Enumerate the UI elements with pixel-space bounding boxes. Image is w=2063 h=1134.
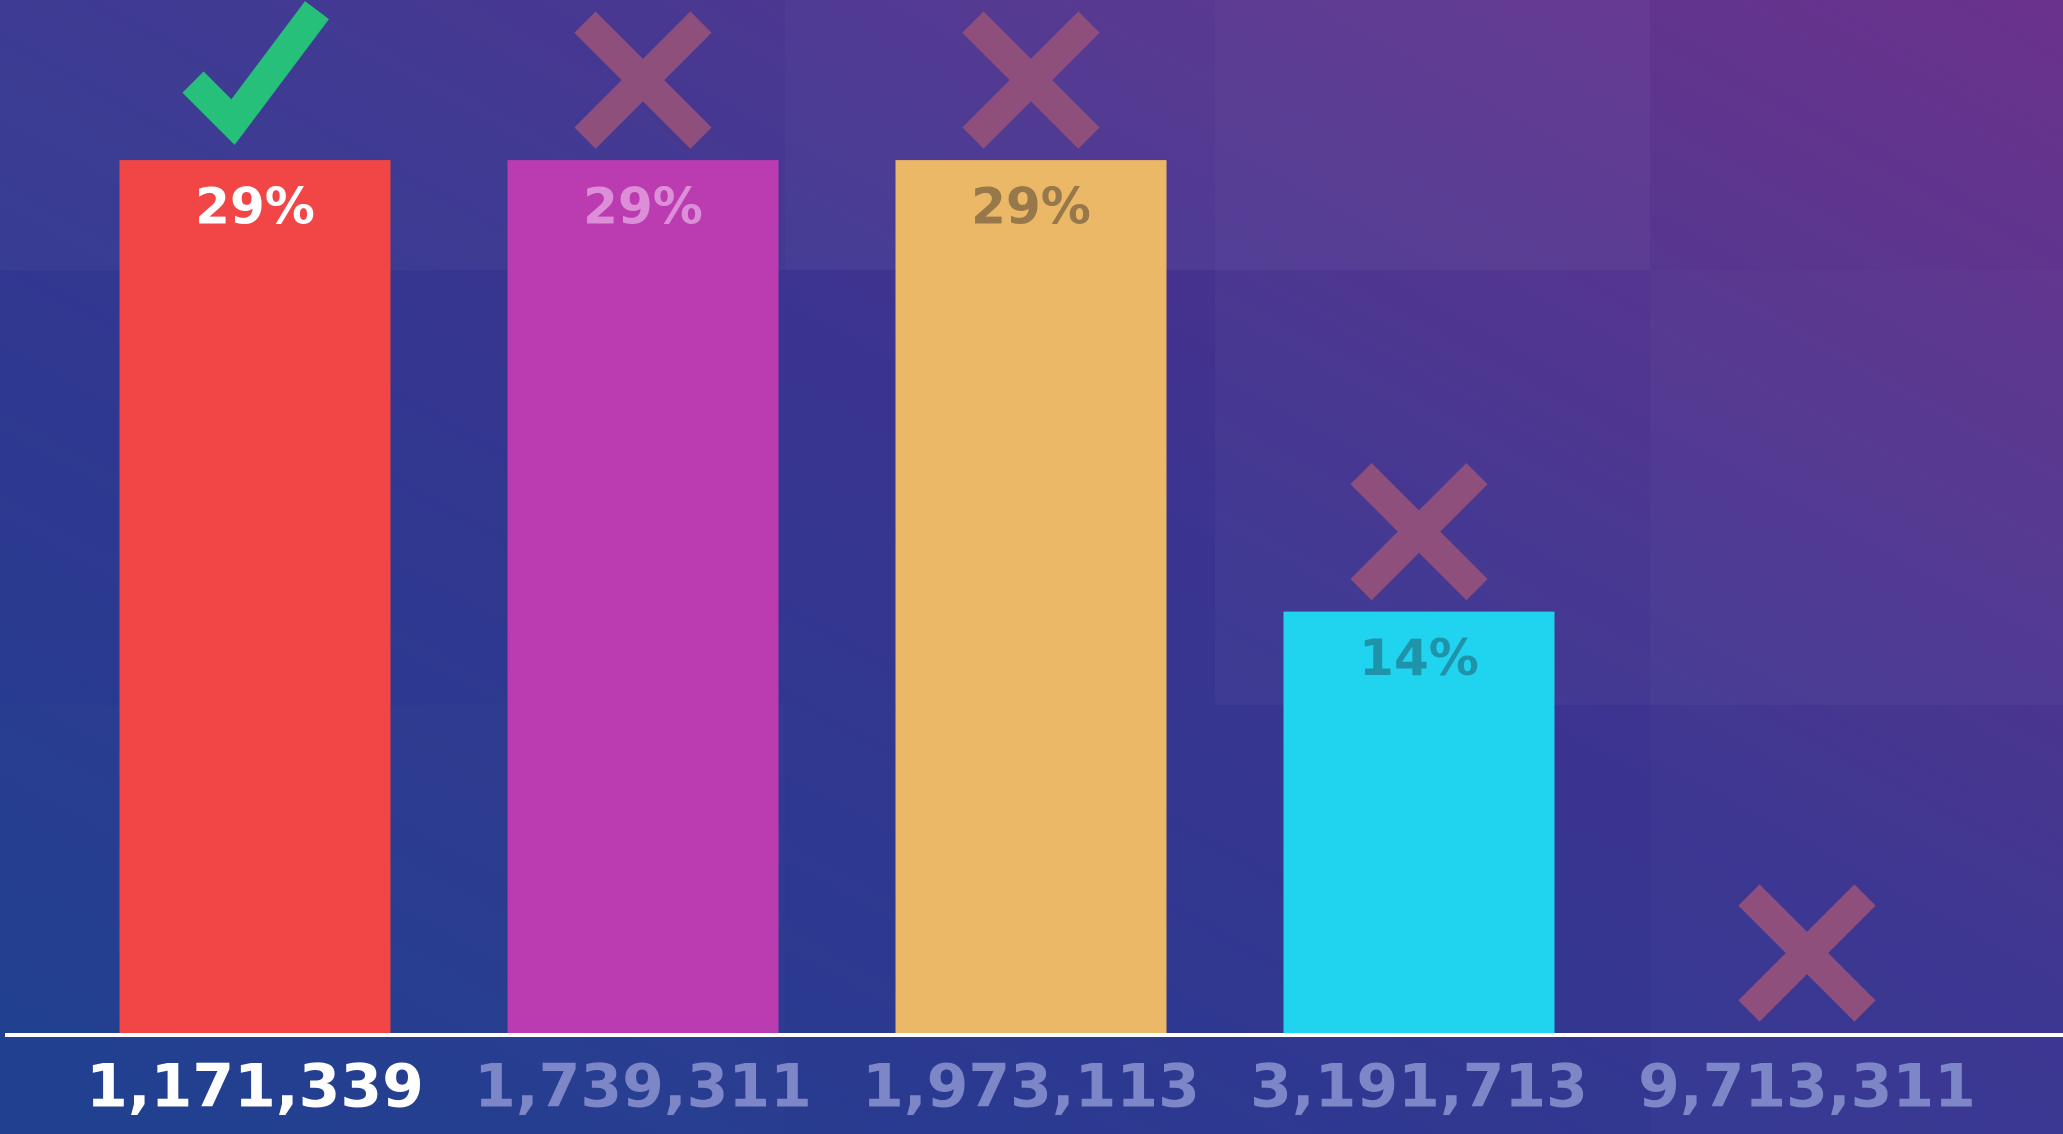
cross-stroke <box>574 11 712 149</box>
incorrect-icon <box>1738 884 1876 1022</box>
value-label: 29% <box>971 178 1091 236</box>
value-label: 29% <box>195 178 315 236</box>
answer-label: 1,739,311 <box>474 1052 812 1122</box>
value-label: 14% <box>1359 629 1479 687</box>
incorrect-icon <box>1350 462 1488 601</box>
bar <box>895 160 1167 1034</box>
bar <box>1283 611 1555 1033</box>
incorrect-icon <box>574 11 712 149</box>
value-label: 29% <box>583 178 703 236</box>
cross-stroke <box>962 11 1100 149</box>
bar <box>507 160 779 1034</box>
incorrect-icon <box>962 11 1100 149</box>
correct-icon <box>182 1 329 145</box>
bar <box>119 160 391 1034</box>
answer-label: 9,713,311 <box>1638 1052 1976 1122</box>
answer-label: 3,191,713 <box>1250 1052 1588 1122</box>
cross-stroke <box>1738 884 1876 1022</box>
answer-label: 1,171,339 <box>86 1052 424 1122</box>
answer-label: 1,973,113 <box>862 1052 1200 1122</box>
cross-stroke <box>1350 462 1488 601</box>
